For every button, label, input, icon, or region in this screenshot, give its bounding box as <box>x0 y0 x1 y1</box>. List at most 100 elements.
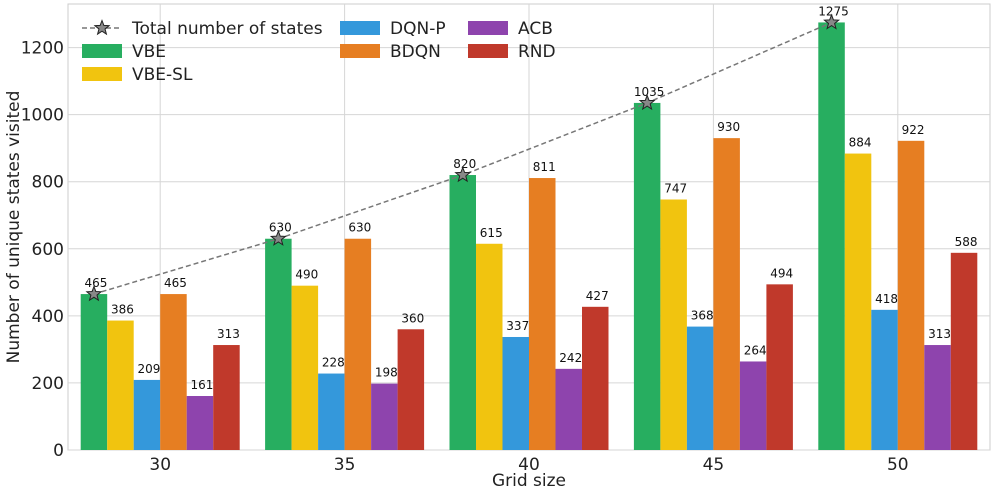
legend-label: RND <box>518 42 556 62</box>
bar-value-label: 747 <box>664 182 687 196</box>
x-axis-label: Grid size <box>492 471 566 491</box>
total-states-star-marker <box>85 285 103 302</box>
legend-label: ACB <box>518 19 553 39</box>
bar-dqn-p <box>133 379 161 450</box>
legend-item: VBE <box>82 42 166 62</box>
bar-value-label: 427 <box>586 289 609 303</box>
x-tick-label: 50 <box>887 455 909 475</box>
legend-label: VBE <box>132 42 166 62</box>
bar-rnd <box>397 329 425 450</box>
bar-value-label: 465 <box>164 276 187 290</box>
legend-item: BDQN <box>340 42 441 62</box>
bar-acb <box>371 383 398 450</box>
y-tick-labels: 0 200 400 600 800 1000 1200 <box>21 39 64 461</box>
total-states-star-marker <box>454 166 472 183</box>
bar-value-label: 264 <box>744 343 767 357</box>
bar-value-label: 922 <box>902 123 925 137</box>
bars-group <box>80 22 978 451</box>
bar-value-label: 1275 <box>818 4 849 18</box>
bar-value-label: 161 <box>190 378 213 392</box>
total-states-star-marker <box>269 229 287 246</box>
x-tick-label: 35 <box>334 455 356 475</box>
bar-vbe-sl <box>660 199 687 450</box>
legend-color-swatch <box>468 21 508 35</box>
bar-value-label: 337 <box>506 319 529 333</box>
bar-value-label: 615 <box>480 226 503 240</box>
legend-color-swatch <box>82 67 122 81</box>
bar-value-label: 884 <box>849 136 872 150</box>
legend-label: BDQN <box>390 42 441 62</box>
bar-bdqn <box>897 140 925 450</box>
y-tick-label: 800 <box>32 173 64 193</box>
legend-color-swatch <box>340 21 380 35</box>
bar-value-label: 228 <box>322 356 345 370</box>
bar-value-label: 313 <box>928 327 951 341</box>
bar-dqn-p <box>871 309 898 450</box>
legend-item: VBE-SL <box>82 65 193 85</box>
bar-vbe <box>633 102 661 451</box>
bar-value-label: 386 <box>111 303 134 317</box>
bar-rnd <box>582 306 609 450</box>
legend-color-swatch <box>82 44 122 58</box>
bar-value-label: 490 <box>295 268 318 282</box>
y-tick-label: 600 <box>32 240 64 260</box>
total-states-star-marker <box>823 13 841 30</box>
legend: Total number of states VBE VBE-SL DQN-P BDQN… <box>82 19 556 85</box>
bar-value-label: 465 <box>84 276 107 290</box>
bar-dqn-p <box>502 336 529 450</box>
y-tick-label: 400 <box>32 307 64 327</box>
x-tick-label: 45 <box>703 455 725 475</box>
bar-vbe <box>449 175 476 450</box>
bar-bdqn <box>160 294 187 450</box>
bar-vbe-sl <box>844 153 872 450</box>
y-tick-label: 200 <box>32 374 64 394</box>
bar-acb <box>186 396 214 450</box>
x-tick-label: 40 <box>518 455 540 475</box>
y-axis-label: Number of unique states visited <box>4 91 24 364</box>
legend-item: DQN-P <box>340 19 446 39</box>
bar-dqn-p <box>686 326 714 450</box>
bar-bdqn <box>344 238 372 450</box>
bar-value-label: 630 <box>348 221 371 235</box>
bar-value-label: 811 <box>533 160 556 174</box>
legend-item: RND <box>468 42 556 62</box>
legend-label: Total number of states <box>131 19 323 39</box>
total-states-star-marker <box>638 94 656 111</box>
bar-value-label: 242 <box>559 351 582 365</box>
bar-acb <box>739 361 767 450</box>
bar-value-label: 588 <box>955 235 978 249</box>
bar-value-label: 630 <box>269 221 292 235</box>
legend-label: VBE-SL <box>132 65 193 85</box>
bar-value-label: 1035 <box>634 85 665 99</box>
legend-color-swatch <box>468 44 508 58</box>
y-tick-label: 1000 <box>21 106 64 126</box>
bar-vbe <box>265 238 292 450</box>
bar-value-label: 198 <box>375 366 398 380</box>
total-states-line-group <box>85 13 841 302</box>
bar-labels-group: 465 630 820 1035 1275 386 490 615 747 884 209 228 33… <box>84 4 977 392</box>
bar-value-label: 368 <box>691 309 714 323</box>
bar-acb <box>924 345 951 450</box>
bar-vbe-sl <box>107 320 134 450</box>
bar-rnd <box>950 252 978 450</box>
legend-item: ACB <box>468 19 553 39</box>
bar-value-label: 313 <box>217 327 240 341</box>
bar-dqn-p <box>318 373 345 450</box>
bar-rnd <box>213 345 240 450</box>
bar-rnd <box>766 284 793 450</box>
bar-vbe <box>818 22 845 451</box>
bar-value-label: 820 <box>453 157 476 171</box>
bar-value-label: 494 <box>770 266 793 280</box>
x-tick-labels: 30 35 40 45 50 <box>149 455 908 475</box>
bar-bdqn <box>713 138 740 450</box>
bar-bdqn <box>529 178 556 451</box>
legend-color-swatch <box>340 44 380 58</box>
bar-vbe-sl <box>291 285 319 450</box>
bar-vbe <box>80 294 108 450</box>
bar-value-label: 418 <box>875 292 898 306</box>
x-tick-label: 30 <box>149 455 171 475</box>
y-tick-label: 0 <box>53 441 64 461</box>
bar-value-label: 360 <box>401 311 424 325</box>
legend-item: Total number of states <box>82 19 323 39</box>
